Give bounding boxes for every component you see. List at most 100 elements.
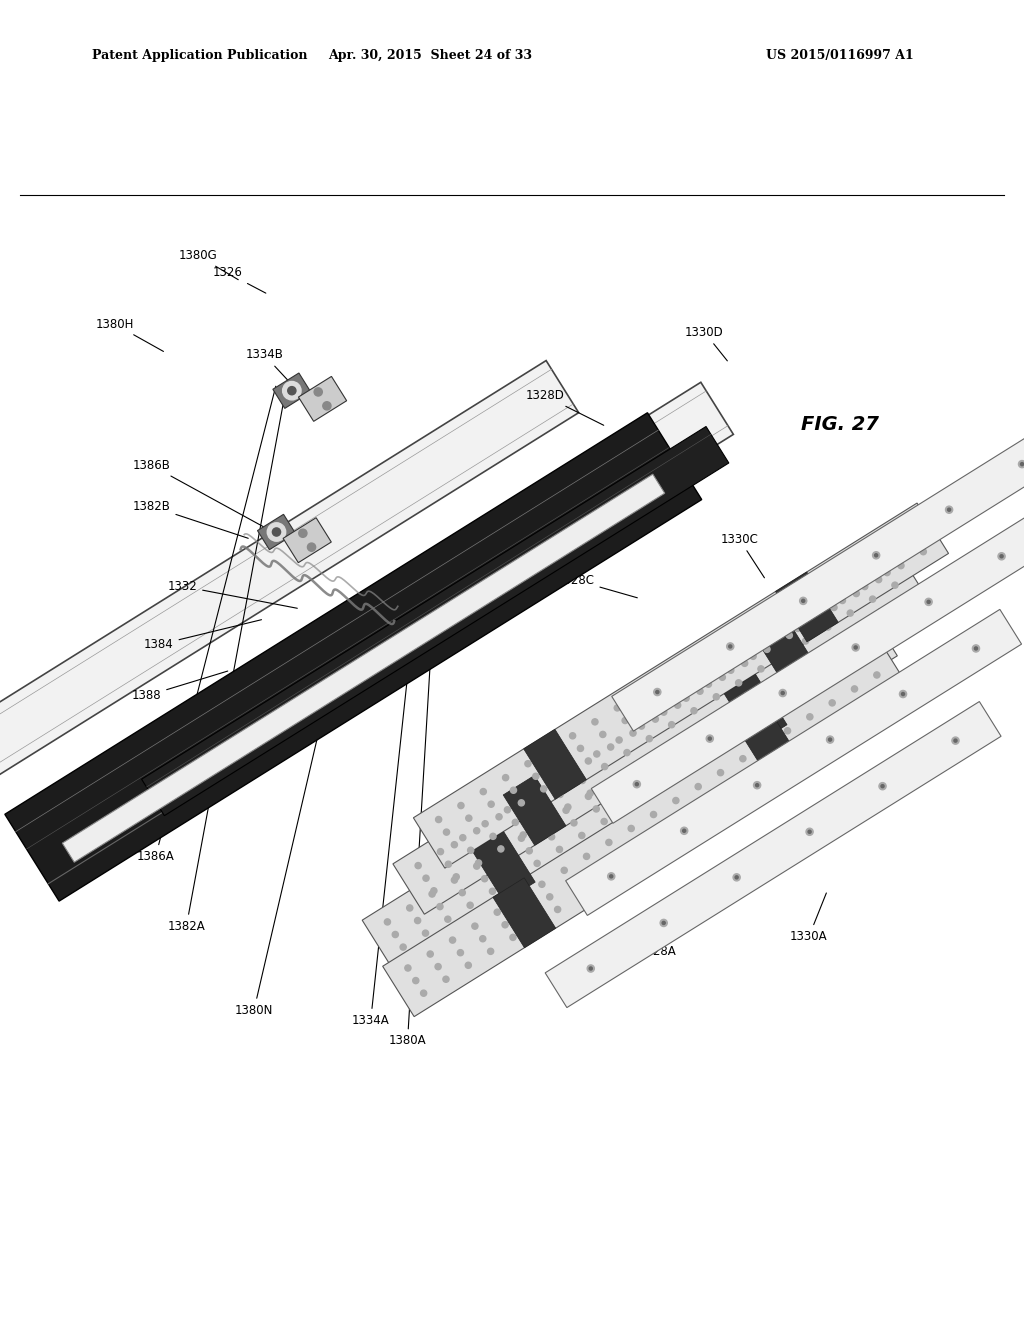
Circle shape [557,792,563,797]
Circle shape [660,919,668,927]
Circle shape [890,550,896,556]
Circle shape [660,764,667,770]
Circle shape [443,977,450,982]
Text: 1328B: 1328B [604,729,658,771]
Text: 1328C: 1328C [556,574,637,598]
Circle shape [299,529,307,537]
Circle shape [793,741,799,746]
Circle shape [795,680,801,686]
Text: 1332: 1332 [167,579,297,609]
Circle shape [487,948,494,954]
Circle shape [741,660,748,667]
Circle shape [795,626,801,631]
Circle shape [705,737,711,742]
Circle shape [547,747,553,752]
Circle shape [809,653,815,660]
Circle shape [475,859,481,866]
Circle shape [653,689,660,696]
Circle shape [735,680,741,686]
Circle shape [638,723,644,729]
Circle shape [851,686,857,692]
Circle shape [816,667,822,672]
Circle shape [779,689,786,697]
Circle shape [675,702,681,709]
Text: 1382A: 1382A [168,399,285,933]
Circle shape [510,787,516,793]
Text: 1386B: 1386B [133,459,267,528]
Text: 1334A: 1334A [352,660,410,1027]
Polygon shape [493,878,556,948]
Circle shape [803,638,809,644]
Circle shape [609,875,612,878]
Circle shape [630,766,636,771]
Circle shape [465,962,471,969]
Polygon shape [0,360,579,847]
Circle shape [697,688,703,694]
Circle shape [847,610,853,616]
Polygon shape [76,383,733,825]
Circle shape [510,935,516,940]
Circle shape [829,700,836,706]
Circle shape [713,748,719,755]
Circle shape [646,791,652,797]
Circle shape [873,672,880,678]
Circle shape [892,582,898,589]
Polygon shape [565,610,1022,916]
Circle shape [503,775,509,780]
Circle shape [837,713,843,718]
Circle shape [593,805,599,812]
Circle shape [728,667,734,673]
Circle shape [845,725,851,731]
Circle shape [622,717,628,723]
Circle shape [435,964,441,970]
Circle shape [607,873,614,880]
Circle shape [758,665,764,672]
Circle shape [800,752,806,759]
Circle shape [655,690,658,693]
Circle shape [729,645,732,648]
Circle shape [721,706,727,713]
Circle shape [601,763,607,770]
Circle shape [681,663,687,669]
Circle shape [423,875,429,882]
Circle shape [786,668,793,673]
Circle shape [547,894,553,900]
Circle shape [867,564,873,570]
Text: US 2015/0116997 A1: US 2015/0116997 A1 [766,49,913,62]
Circle shape [587,791,593,796]
Circle shape [556,846,562,853]
Circle shape [435,817,441,822]
Circle shape [681,810,687,816]
Circle shape [633,780,640,788]
Circle shape [681,828,688,834]
Circle shape [563,772,569,777]
Circle shape [784,727,791,734]
Circle shape [445,861,452,867]
Circle shape [802,599,805,602]
Circle shape [899,690,906,697]
Circle shape [754,781,761,789]
Circle shape [688,822,694,829]
Text: 1380G: 1380G [178,249,239,280]
Circle shape [801,606,807,612]
Circle shape [853,626,859,632]
Circle shape [630,730,636,737]
Circle shape [921,549,927,554]
Circle shape [714,694,720,700]
Circle shape [532,920,539,927]
Circle shape [663,921,666,924]
Circle shape [437,903,443,909]
Circle shape [644,704,650,710]
Text: 1328A: 1328A [639,896,677,958]
Text: 1336: 1336 [200,706,316,737]
Circle shape [570,820,577,826]
Circle shape [703,796,710,803]
Circle shape [526,793,532,799]
Circle shape [690,763,696,768]
Circle shape [594,751,600,758]
Circle shape [569,733,575,739]
Circle shape [823,591,829,598]
Circle shape [613,851,620,858]
Circle shape [607,744,613,750]
Circle shape [624,750,630,755]
